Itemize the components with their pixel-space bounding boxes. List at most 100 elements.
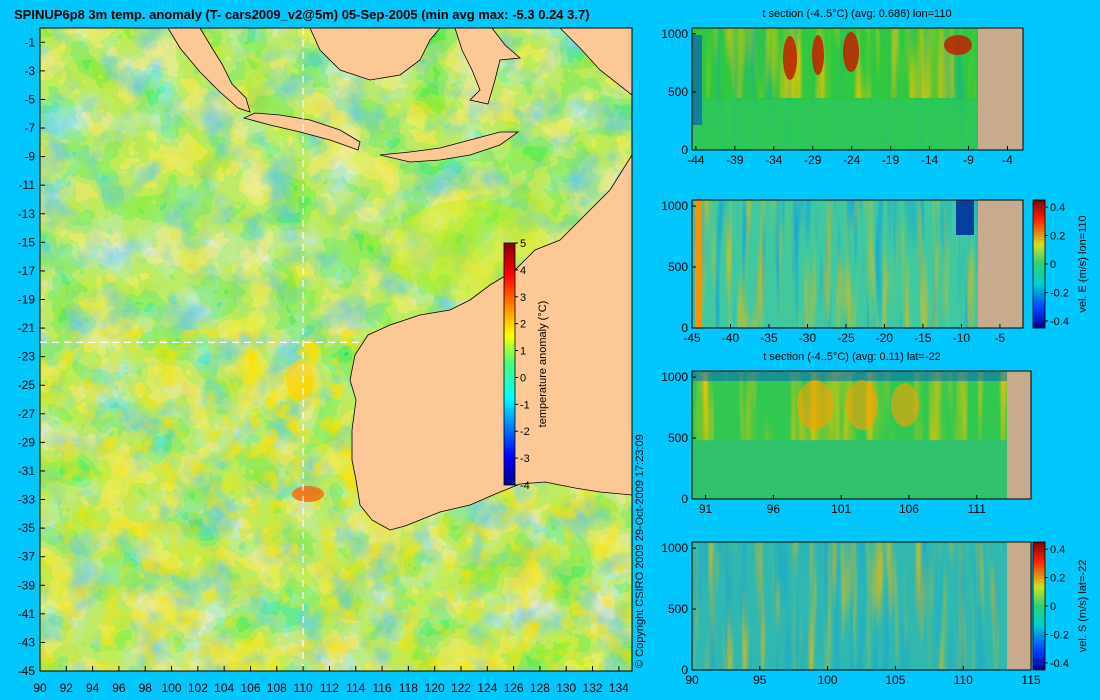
x-tick-label: -24	[843, 153, 861, 167]
x-tick-label: 106	[240, 681, 260, 695]
colorbar-tick-label: 4	[520, 265, 526, 277]
x-tick-label: -9	[963, 153, 974, 167]
x-tick-label: 94	[86, 681, 100, 695]
section4-x-axis: 90 95 100 105 110 115	[685, 666, 1041, 687]
x-tick-label: -30	[799, 331, 817, 345]
map-x-axis: 90 92 94 96 98 100 102 104 106 108 110 112 114 116 118…	[33, 666, 629, 695]
x-tick-label: -10	[953, 331, 971, 345]
land-java	[242, 112, 361, 151]
section4-colorbar: 0.4 0.2 0 -0.2 -0.4 vel. S (m/s) lat=-22	[1032, 541, 1089, 671]
x-tick-label: 130	[556, 681, 576, 695]
x-tick-label: 96	[767, 502, 781, 516]
x-tick-label: 100	[818, 673, 838, 687]
land-sumatra	[167, 28, 251, 113]
colorbar-tick-label: 0	[520, 372, 526, 384]
colorbar-tick-label: -1	[520, 399, 530, 411]
x-tick-label: 112	[320, 681, 339, 695]
y-tick-label: -45	[18, 664, 36, 678]
x-tick-label: 124	[477, 681, 497, 695]
colorbar-tick-label: -0.4	[1050, 316, 1069, 328]
x-tick-label: 95	[753, 673, 767, 687]
colorbar-tick-label: 2	[520, 319, 526, 331]
y-tick-label: 500	[668, 260, 688, 274]
x-tick-label: -39	[726, 153, 744, 167]
colorbar-tick-label: 0	[1050, 259, 1056, 271]
land	[167, 28, 632, 531]
x-tick-label: 104	[214, 681, 234, 695]
y-tick-label: -33	[18, 493, 36, 507]
section1-x-axis: -44 -39 -34 -29 -24 -19 -14 -9 -4	[687, 146, 1013, 167]
colorbar-tick-label: 0.4	[1050, 544, 1065, 556]
y-tick-label: 500	[668, 85, 688, 99]
section1-title: t section (-4..5°C) (avg: 0.686) lon=110	[762, 8, 951, 20]
y-tick-label: -17	[18, 264, 36, 278]
colorbar-tick-label: 0.2	[1050, 231, 1065, 243]
land-timor	[379, 131, 520, 163]
section4-panel: 90 95 100 105 110 115 0 500 1000 0.4 0.2 0 -0.2 -0.…	[661, 541, 1089, 687]
colorbar-tick-label: 5	[520, 238, 526, 250]
y-tick-label: -29	[18, 435, 36, 449]
section3-title: t section (-4..5°C) (avg: 0.11) lat=-22	[763, 351, 941, 363]
x-tick-label: -44	[687, 153, 705, 167]
y-tick-label: -37	[18, 550, 36, 564]
x-tick-label: 105	[885, 673, 905, 687]
y-tick-label: -35	[18, 521, 36, 535]
x-tick-label: 92	[60, 681, 74, 695]
x-tick-label: 111	[968, 502, 987, 516]
y-tick-label: 1000	[661, 541, 688, 555]
x-tick-label: -20	[876, 331, 894, 345]
section2-colorbar-label: vel. E (m/s) lon=110	[1077, 215, 1089, 312]
y-tick-label: -3	[24, 64, 35, 78]
y-tick-label: -23	[18, 350, 36, 364]
x-tick-label: 96	[112, 681, 126, 695]
x-tick-label: -35	[760, 331, 778, 345]
y-tick-label: -7	[24, 121, 35, 135]
colorbar-tick-label: -0.4	[1050, 658, 1069, 670]
section2-y-axis: 0 500 1000	[661, 199, 696, 335]
colorbar-tick-label: 1	[520, 346, 526, 358]
x-tick-label: 128	[530, 681, 550, 695]
y-tick-label: -31	[18, 464, 36, 478]
x-tick-label: 120	[425, 681, 445, 695]
y-tick-label: -13	[18, 207, 36, 221]
x-tick-label: 115	[1021, 673, 1040, 687]
map-field	[40, 28, 632, 671]
land-sulawesi	[454, 28, 521, 105]
x-tick-label: 132	[583, 681, 603, 695]
section2-colorbar: 0.4 0.2 0 -0.2 -0.4 vel. E (m/s) lon=110	[1032, 199, 1089, 329]
y-tick-label: -15	[18, 235, 36, 249]
x-tick-label: 90	[685, 673, 699, 687]
x-tick-label: 91	[699, 502, 713, 516]
x-tick-label: -4	[1002, 153, 1013, 167]
x-tick-label: -34	[765, 153, 783, 167]
y-tick-label: -5	[24, 92, 35, 106]
y-tick-label: -39	[18, 578, 36, 592]
y-tick-label: -27	[18, 407, 36, 421]
y-tick-label: 0	[681, 143, 688, 157]
y-tick-label: 1000	[661, 370, 688, 384]
x-tick-label: -25	[837, 331, 855, 345]
x-tick-label: 126	[504, 681, 524, 695]
x-tick-label: 98	[139, 681, 153, 695]
x-tick-label: -29	[804, 153, 822, 167]
x-tick-label: -40	[722, 331, 740, 345]
map-colorbar: 5 4 3 2 1 0 -1 -2 -3 -4 temperature anomaly (°C)	[503, 238, 549, 492]
y-tick-label: -11	[19, 178, 36, 192]
x-tick-label: -15	[914, 331, 932, 345]
x-tick-label: 110	[294, 681, 313, 695]
y-tick-label: -21	[18, 321, 36, 335]
x-tick-label: 102	[188, 681, 208, 695]
x-tick-label: -45	[683, 331, 701, 345]
land-new-guinea	[559, 28, 632, 96]
colorbar-tick-label: 0.2	[1050, 573, 1065, 585]
y-tick-label: 500	[668, 602, 688, 616]
colorbar-tick-label: -0.2	[1050, 629, 1069, 641]
figure-title: SPINUP6p8 3m temp. anomaly (T- cars2009_…	[14, 7, 590, 22]
section4-y-axis: 0 500 1000	[661, 541, 696, 677]
copyright: © Copyright CSIRO 2009 29-Oct-2009 17:23…	[634, 434, 646, 668]
colorbar-tick-label: -0.2	[1050, 287, 1069, 299]
x-tick-label: 114	[346, 681, 365, 695]
section2-x-axis: -45 -40 -35 -30 -25 -20 -15 -10 -5	[683, 324, 1006, 345]
